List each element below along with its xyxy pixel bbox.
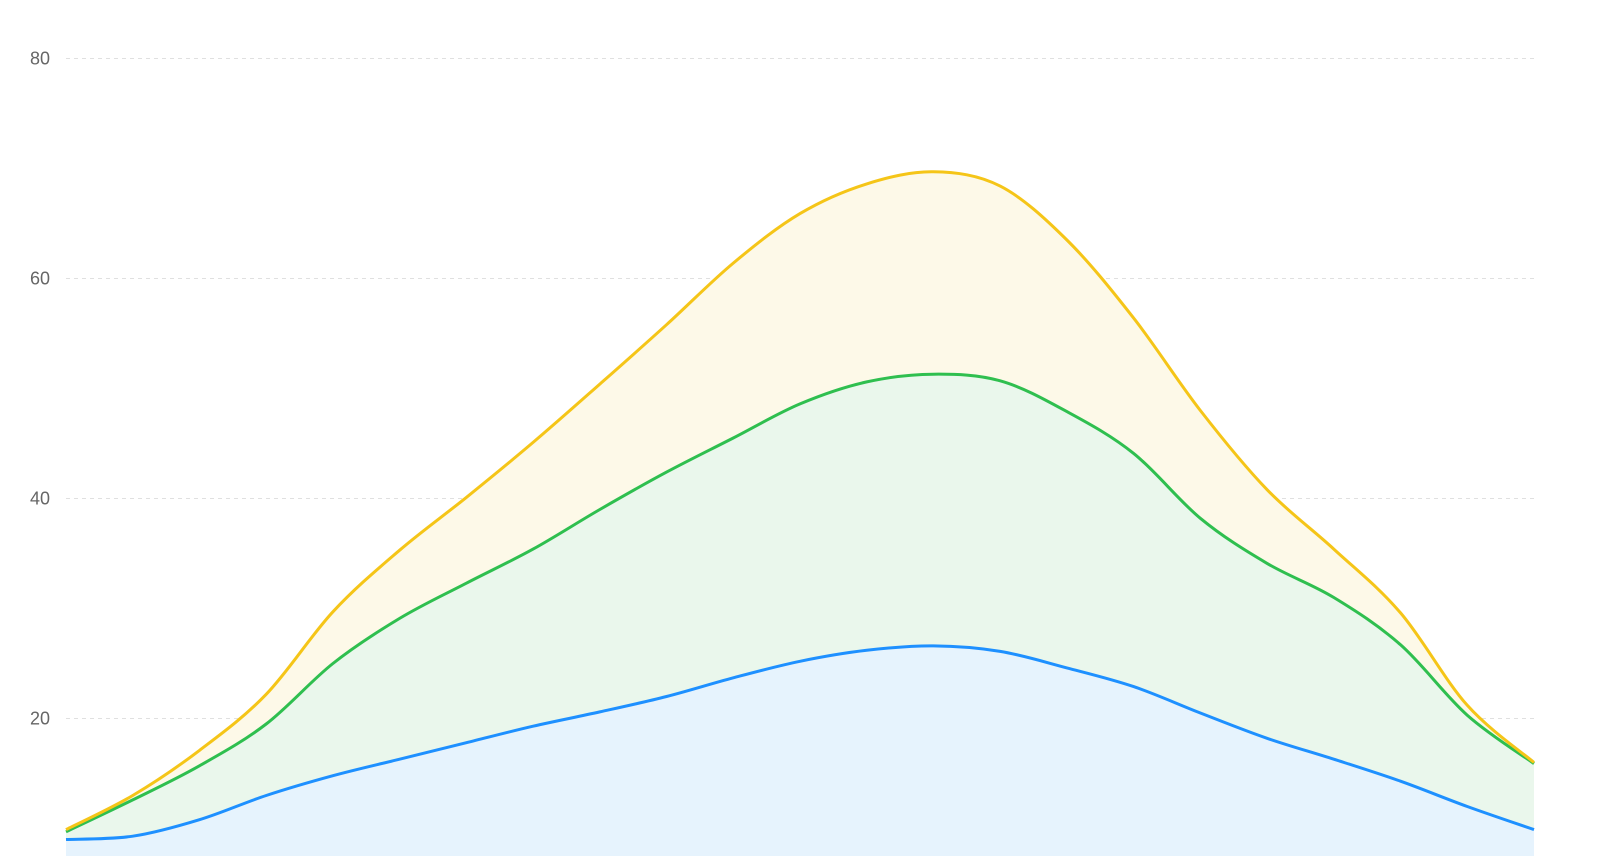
area-fill-series-2 [66, 374, 1534, 840]
area-fill-series-1 [66, 645, 1534, 856]
y-tick-label: 60 [30, 269, 50, 289]
y-tick-label: 20 [30, 709, 50, 729]
y-tick-label: 80 [30, 49, 50, 69]
area-fill-series-3 [66, 171, 1534, 832]
y-axis-tick-labels: 20 40 60 80 [30, 49, 50, 729]
series-line-1 [65, 644, 1535, 841]
series-lines [65, 170, 1535, 841]
area-fills [66, 171, 1534, 856]
series-line-3 [65, 170, 1535, 831]
y-tick-label: 40 [30, 489, 50, 509]
series-line-2 [65, 372, 1535, 834]
